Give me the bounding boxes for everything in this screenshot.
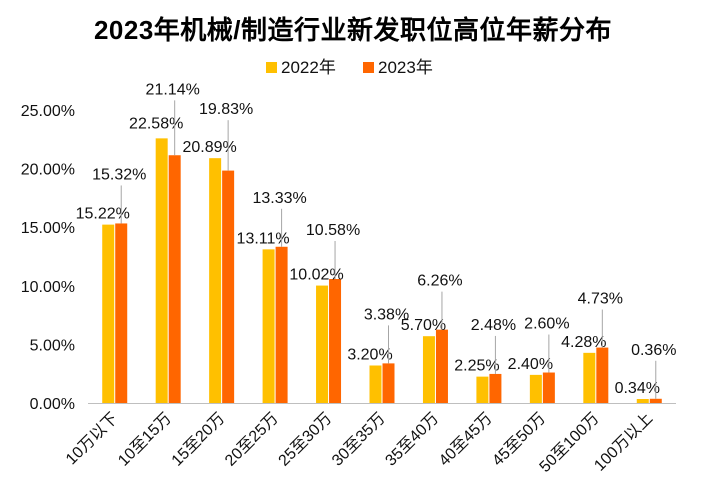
data-label-2023: 2.60% [524,316,569,333]
bar-2022 [102,224,115,403]
x-category-label: 15至20万 [169,410,229,470]
y-tick-label: 5.00% [30,337,75,354]
data-label-2023: 19.83% [199,101,253,118]
legend-label: 2022年 [281,58,336,77]
x-category-label: 40至45万 [436,410,496,470]
data-label-2023: 3.38% [364,306,409,323]
bar-2022 [155,138,168,403]
y-tick-label: 10.00% [21,279,75,296]
legend-label: 2023年 [378,58,433,77]
y-tick-label: 0.00% [30,396,75,413]
bar-2023 [649,398,662,403]
bar-2023 [435,329,448,403]
x-category-label: 10万以下 [63,410,122,469]
bar-2022 [636,399,649,403]
data-label-2023: 15.32% [92,166,146,183]
data-label-2022: 2.25% [454,358,499,375]
x-category-label: 10至15万 [115,410,175,470]
data-label-2023: 13.33% [252,190,306,207]
x-axis: 10万以下10至15万15至20万20至25万25至30万30至35万35至40… [63,403,676,476]
data-label-2022: 15.22% [76,206,130,223]
data-label-2022: 4.28% [561,334,606,351]
y-tick-label: 20.00% [21,162,75,179]
data-label-2022: 13.11% [237,230,290,247]
data-label-2023: 4.73% [578,291,623,308]
data-label-2023: 0.36% [631,342,676,359]
y-axis: 0.00% 5.00% 10.00% 15.00% 20.00% 25.00% [21,103,75,413]
legend-swatch [363,62,374,73]
bar-2023 [168,155,181,403]
bar-2022 [476,376,489,403]
bar-2022 [529,374,542,403]
bar-2023 [596,347,609,403]
x-category-label: 35至40万 [382,410,442,470]
data-label-2023: 2.48% [471,317,516,334]
y-tick-label: 15.00% [21,220,75,237]
bar-2023 [489,373,502,403]
bar-2023 [115,223,128,403]
y-tick-label: 25.00% [21,103,75,120]
bar-2022 [316,285,329,403]
bars: 15.22% 15.32% 22.58% 21.14% 20.89% 19.83% 13.1… [76,81,676,403]
chart-title: 2023年机械/制造行业新发职位高位年薪分布 [93,15,613,45]
x-category-label: 20至25万 [222,410,282,470]
data-label-2023: 21.14% [146,81,200,98]
bar-2022 [262,249,275,403]
bar-2022 [209,158,222,403]
x-category-label: 25至30万 [276,410,336,470]
bar-2023 [542,372,555,403]
bar-2023 [275,246,288,403]
bar-2022 [583,352,596,403]
legend: 2022年 2023年 [266,58,433,77]
data-label-2022: 3.20% [347,346,392,363]
data-label-2022: 20.89% [183,139,237,156]
data-label-2022: 22.58% [129,115,183,132]
x-category-label: 100万以上 [591,409,657,475]
data-label-2022: 2.40% [508,356,553,373]
legend-swatch [266,62,277,73]
bar-2023 [382,363,395,403]
x-category-label: 30至35万 [329,410,389,470]
bar-2023 [329,279,342,403]
data-label-2023: 10.58% [306,222,360,239]
bar-2022 [422,336,435,403]
data-label-2022: 0.34% [615,380,660,397]
data-label-2022: 10.02% [289,267,343,284]
bar-2023 [222,170,235,403]
data-label-2023: 6.26% [417,273,462,290]
bar-2022 [369,365,382,403]
data-label-2022: 5.70% [401,317,446,334]
